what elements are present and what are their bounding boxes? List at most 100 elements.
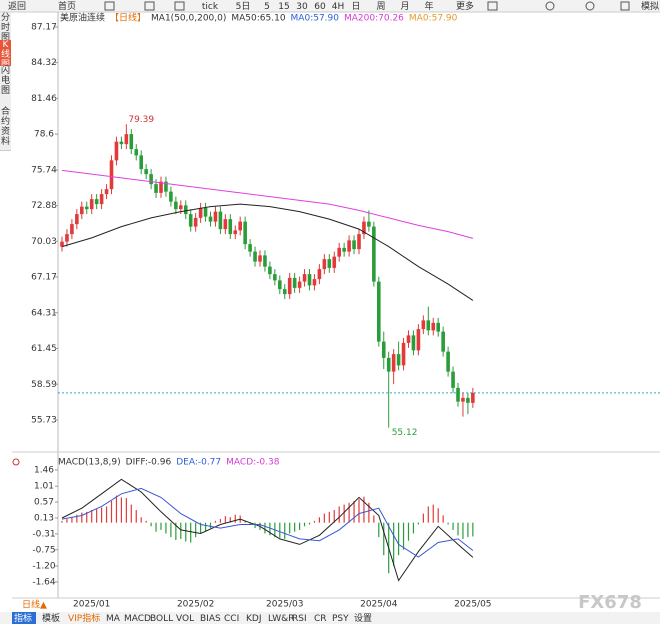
- toolbar-button[interactable]: 月: [400, 1, 409, 12]
- period-selector[interactable]: 日线▲: [22, 599, 47, 611]
- toolbar-button[interactable]: 首页: [58, 0, 76, 12]
- icon[interactable]: [104, 1, 115, 11]
- toolbar-button[interactable]: 日: [351, 1, 360, 12]
- candle-body: [426, 320, 431, 331]
- bottom-tab[interactable]: MACD: [124, 614, 151, 624]
- candle-body: [273, 274, 277, 281]
- candle-body: [258, 255, 262, 262]
- y-tick-label: 75.74: [31, 165, 57, 175]
- side-tab[interactable]: K线图: [0, 40, 11, 70]
- toolbar-button[interactable]: 模拟: [641, 0, 659, 12]
- candle-body: [114, 141, 119, 161]
- toolbar: [0, 0, 660, 12]
- candle-body: [406, 335, 411, 343]
- candle-body: [129, 134, 134, 150]
- candle-body: [60, 241, 64, 247]
- candle-body: [327, 259, 332, 268]
- y-tick-label: 70.03: [31, 237, 57, 247]
- icon[interactable]: [487, 1, 498, 11]
- toolbar-button[interactable]: 返回: [8, 0, 26, 12]
- candle-body: [119, 141, 124, 145]
- candle-body: [268, 266, 272, 275]
- candle-body: [228, 219, 233, 235]
- settings-icon[interactable]: [12, 458, 20, 466]
- toolbar-button[interactable]: 周: [376, 1, 385, 12]
- candle-body: [297, 281, 302, 288]
- side-tab[interactable]: 分时图: [0, 13, 11, 43]
- x-tick-label: 2025/02: [177, 600, 214, 610]
- y-tick-label: 81.46: [31, 94, 57, 104]
- bottom-bar: [0, 612, 660, 624]
- bottom-tab[interactable]: RSI: [292, 614, 307, 624]
- y-tick-label: 72.88: [31, 201, 57, 211]
- macd-legend-item: DEA:-0.77: [176, 458, 221, 468]
- bottom-tab[interactable]: CR: [314, 614, 327, 624]
- bottom-tab[interactable]: 模板: [42, 612, 60, 624]
- icon[interactable]: [174, 1, 185, 11]
- bottom-tab[interactable]: MA: [106, 614, 121, 624]
- candle-body: [431, 322, 436, 331]
- bottom-tab[interactable]: LW&R: [268, 614, 294, 624]
- toolbar-button[interactable]: 30: [296, 2, 308, 12]
- candle-body: [461, 397, 465, 402]
- candle-body: [183, 205, 188, 215]
- toolbar-button[interactable]: 60: [314, 2, 326, 12]
- bottom-tab[interactable]: BIAS: [200, 614, 221, 624]
- candle-body: [198, 207, 203, 218]
- candle-body: [144, 169, 148, 175]
- toolbar-button[interactable]: 5: [264, 2, 270, 12]
- candle-body: [233, 230, 238, 235]
- candle-body: [292, 277, 297, 288]
- candle-body: [317, 269, 322, 280]
- candle-body: [411, 335, 416, 351]
- candle-body: [287, 277, 292, 295]
- candle-body: [253, 251, 257, 262]
- candle-body: [84, 206, 89, 210]
- y-tick-label: -0.75: [32, 545, 55, 555]
- bottom-tab[interactable]: CCI: [224, 614, 239, 624]
- bottom-tab[interactable]: BOLL: [150, 614, 173, 624]
- macd-legend-item: MACD(13,8,9): [58, 458, 121, 468]
- toolbar-button[interactable]: 4H: [332, 2, 345, 12]
- candle-body: [401, 342, 406, 366]
- candle-body: [347, 240, 351, 252]
- toolbar-button[interactable]: 年: [424, 0, 433, 12]
- bottom-tab[interactable]: VOL: [176, 614, 194, 624]
- candle-body: [223, 219, 228, 230]
- toolbar-button[interactable]: tick: [202, 2, 219, 12]
- toolbar-button[interactable]: 15: [278, 2, 289, 12]
- side-tab[interactable]: 闪电图: [0, 66, 11, 108]
- legend-item: 【日线】: [110, 12, 146, 24]
- candle-body: [203, 207, 208, 217]
- toolbar-button[interactable]: 更多: [456, 0, 474, 12]
- ma-line: [61, 203, 474, 301]
- legend-item: MA200:70.26: [344, 14, 404, 24]
- bottom-tab[interactable]: PSY: [332, 614, 349, 624]
- icon[interactable]: [620, 1, 630, 11]
- candle-body: [362, 221, 366, 235]
- candle-body: [243, 221, 247, 245]
- candle-body: [75, 214, 79, 225]
- bottom-tab[interactable]: VIP指标: [68, 612, 100, 624]
- candle-body: [332, 256, 337, 268]
- candle-body: [372, 226, 376, 282]
- candle-body: [322, 259, 327, 270]
- x-tick-label: 2025/03: [266, 600, 303, 610]
- bottom-tab[interactable]: 设置: [354, 613, 372, 624]
- candle-body: [139, 155, 143, 170]
- bottom-tab[interactable]: 指标: [14, 612, 32, 624]
- bottom-tab[interactable]: KDJ: [246, 614, 262, 624]
- candle-body: [377, 281, 381, 342]
- y-tick-label: 0.57: [34, 498, 54, 508]
- ma-line: [61, 169, 474, 239]
- candle-body: [164, 181, 168, 192]
- y-tick-label: 67.17: [31, 273, 57, 283]
- icon[interactable]: [585, 1, 595, 11]
- candle-body: [154, 184, 158, 193]
- icon[interactable]: [545, 1, 555, 11]
- toolbar-button[interactable]: 5日: [236, 1, 251, 12]
- high-label: 79.39: [128, 115, 154, 125]
- side-tab[interactable]: 合约资料: [0, 107, 11, 151]
- icon[interactable]: [144, 1, 155, 11]
- y-tick-label: -0.31: [32, 529, 55, 539]
